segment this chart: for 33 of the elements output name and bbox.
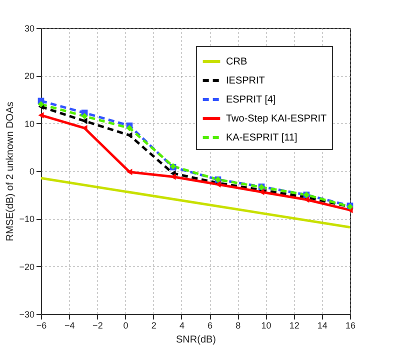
y-tick-label: 30: [24, 24, 34, 34]
point: [81, 113, 88, 120]
y-tick-label: 10: [24, 118, 34, 129]
point: [38, 101, 44, 108]
legend-label: Two-Step KAI-ESPRIT: [226, 114, 327, 124]
point: [82, 118, 88, 124]
legend-label: IESPRIT: [226, 76, 265, 86]
x-tick-label: −4: [64, 320, 75, 330]
y-tick-label: 0: [29, 166, 34, 176]
x-tick-label: −2: [92, 320, 103, 330]
x-tick-label: 2: [151, 320, 156, 330]
legend-label: KA-ESPRIT [11]: [226, 132, 298, 144]
x-tick-label: 10: [261, 320, 272, 330]
y-tick-label: −20: [19, 262, 34, 272]
y-axis-title: RMSE(dB) of 2 unknown DOAs: [5, 102, 16, 242]
y-tick-label: −10: [19, 214, 34, 224]
x-tick-label: 12: [289, 320, 300, 330]
legend-label: CRB: [226, 56, 248, 68]
x-tick-label: 6: [208, 320, 213, 330]
point: [126, 124, 133, 132]
y-tick-label: −30: [19, 310, 34, 320]
x-axis-title: SNR(dB): [176, 334, 216, 346]
y-tick-label: 20: [24, 71, 34, 82]
x-tick-label: 14: [317, 320, 328, 330]
x-tick-label: 16: [345, 320, 356, 330]
point: [126, 132, 132, 138]
x-tick-label: −6: [36, 320, 47, 330]
point: [126, 168, 132, 176]
x-tick-label: 4: [179, 320, 184, 330]
x-tick-label: 8: [236, 320, 241, 330]
point: [38, 112, 44, 118]
x-tick-label: 0: [123, 320, 128, 330]
legend-label: ESPRIT [4]: [226, 94, 276, 106]
